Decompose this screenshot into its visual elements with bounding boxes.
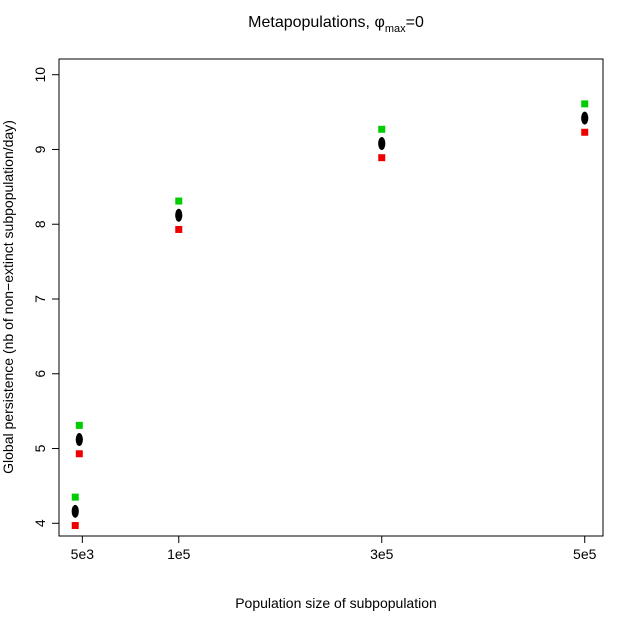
data-point-estimate: [175, 208, 183, 222]
x-axis-label: Population size of subpopulation: [235, 595, 437, 611]
y-tick-label: 9: [32, 145, 48, 153]
y-tick-label: 8: [32, 220, 48, 228]
y-tick-label: 6: [32, 370, 48, 378]
y-axis-label: Global persistence (nb of non−extinct su…: [0, 120, 16, 474]
data-point-upper: [378, 125, 386, 133]
x-tick-label: 1e5: [167, 546, 191, 562]
y-tick-label: 7: [32, 295, 48, 303]
data-point-upper: [71, 493, 79, 501]
data-point-upper: [75, 421, 83, 429]
data-point-estimate: [581, 111, 589, 125]
data-points: [71, 100, 589, 530]
chart-title: Metapopulations, φmax=0: [248, 14, 424, 35]
data-point-lower: [378, 154, 386, 162]
y-tick-label: 10: [32, 67, 48, 83]
x-tick-label: 3e5: [370, 546, 394, 562]
y-tick-label: 5: [32, 444, 48, 452]
data-point-upper: [581, 100, 589, 108]
data-point-upper: [175, 197, 183, 205]
data-point-estimate: [71, 504, 79, 518]
y-axis: 4 5 6 7 8 9 10: [32, 67, 60, 527]
x-axis: 5e3 1e5 3e5 5e5: [71, 535, 597, 562]
y-tick-label: 4: [32, 519, 48, 527]
data-point-lower: [71, 522, 79, 530]
data-point-lower: [175, 225, 183, 233]
data-point-estimate: [378, 136, 386, 150]
x-tick-label: 5e5: [573, 546, 597, 562]
data-point-lower: [75, 450, 83, 458]
data-point-estimate: [75, 433, 83, 447]
x-tick-label: 5e3: [71, 546, 95, 562]
plot-area-frame: [58, 58, 604, 537]
data-point-lower: [581, 128, 589, 136]
